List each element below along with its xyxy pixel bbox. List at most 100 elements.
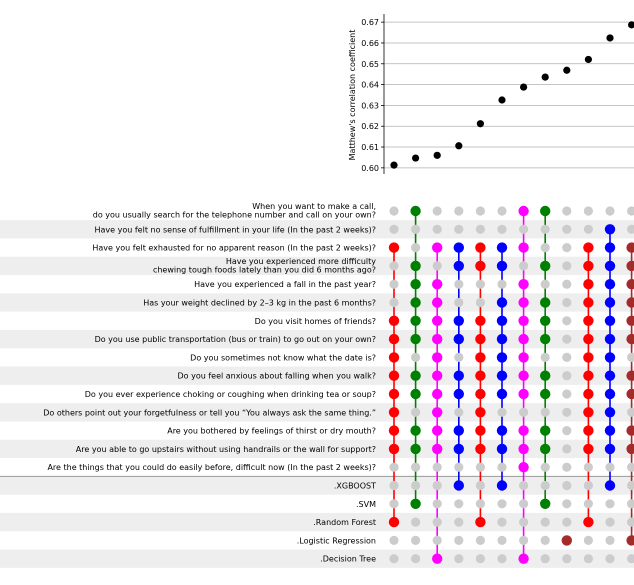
matrix-dot-active	[410, 333, 421, 345]
y-tick-label: 0.60	[361, 164, 379, 173]
matrix-dot-active	[453, 260, 464, 272]
y-tick-label: 0.65	[361, 60, 379, 69]
matrix-dot-inactive	[497, 206, 507, 216]
matrix-dot-inactive	[475, 535, 485, 546]
matrix-dot-active	[540, 260, 551, 272]
matrix-dot-inactive	[562, 444, 572, 454]
model-label: .Random Forest	[313, 518, 376, 527]
matrix-dot-inactive	[540, 352, 550, 362]
question-label: Do you use public transportation (bus or…	[95, 335, 376, 344]
score-point	[628, 21, 634, 29]
matrix-dot-active	[604, 480, 616, 491]
matrix-dot-inactive	[562, 480, 572, 491]
matrix-dot-inactive	[432, 462, 442, 472]
matrix-dot-inactive	[562, 243, 572, 253]
matrix-dot-inactive	[562, 352, 572, 362]
matrix-dot-active	[388, 370, 400, 381]
matrix-dot-inactive	[432, 224, 442, 234]
matrix-dot-active	[496, 315, 508, 326]
question-label: Have you felt exhausted for no apparent …	[92, 244, 376, 253]
matrix-dot-inactive	[497, 462, 507, 472]
matrix-dot-inactive	[627, 224, 634, 234]
matrix-dot-inactive	[454, 554, 464, 564]
row-stripe	[0, 293, 634, 312]
matrix-dot-inactive	[389, 480, 399, 491]
matrix-dot-active	[583, 260, 594, 272]
matrix-dot-active	[475, 443, 486, 455]
matrix-dot-active	[410, 370, 421, 381]
matrix-dot-inactive	[411, 243, 421, 253]
matrix-dot-active	[453, 370, 464, 381]
matrix-dot-inactive	[475, 480, 485, 491]
question-label: Have you experienced more difficulty chew…	[153, 257, 376, 275]
matrix-dot-inactive	[562, 462, 572, 472]
matrix-dot-inactive	[389, 535, 399, 546]
matrix-dot-active	[604, 407, 616, 418]
row-stripe	[0, 256, 634, 276]
matrix-dot-active	[388, 315, 400, 326]
matrix-dot-inactive	[411, 407, 421, 417]
row-stripe	[0, 403, 634, 422]
matrix-dot-inactive	[605, 462, 615, 472]
matrix-dot-active	[388, 388, 400, 400]
matrix-dot-inactive	[562, 554, 572, 564]
model-label: .Logistic Regression	[297, 536, 376, 545]
matrix-dot-active	[388, 333, 400, 345]
matrix-dot-active	[518, 443, 529, 455]
matrix-dot-active	[604, 315, 616, 326]
matrix-dot-inactive	[389, 554, 399, 564]
matrix-dot-active	[583, 352, 594, 363]
matrix-dot-active	[453, 480, 464, 491]
matrix-dot-active	[432, 443, 443, 455]
matrix-dot-inactive	[519, 517, 529, 527]
score-point	[412, 154, 420, 162]
matrix-dot-inactive	[519, 480, 529, 491]
matrix-dot-inactive	[389, 462, 399, 472]
matrix-dot-active	[626, 370, 634, 381]
matrix-dot-inactive	[411, 224, 421, 234]
matrix-dot-active	[475, 315, 486, 326]
y-tick-label: 0.61	[361, 143, 379, 152]
matrix-dot-active	[604, 425, 616, 436]
question-label: Has your weight declined by 2–3 kg in th…	[143, 299, 376, 308]
matrix-dot-active	[453, 333, 464, 345]
matrix-dot-inactive	[540, 224, 550, 234]
matrix-dot-active	[626, 388, 634, 400]
matrix-dot-inactive	[540, 517, 550, 527]
matrix-dot-inactive	[583, 499, 594, 509]
matrix-dot-active	[540, 498, 551, 509]
matrix-dot-active	[475, 242, 486, 253]
matrix-dot-active	[388, 443, 400, 455]
matrix-dot-inactive	[562, 206, 572, 216]
question-label: Do you visit homes of friends?	[255, 317, 376, 326]
matrix-dot-active	[432, 425, 443, 436]
score-point	[606, 34, 614, 42]
matrix-dot-active	[453, 242, 464, 253]
matrix-dot-active	[410, 260, 421, 272]
matrix-dot-active	[453, 315, 464, 326]
matrix-dot-inactive	[540, 462, 550, 472]
matrix-dot-active	[388, 352, 400, 363]
y-axis-title: Matthew's correlation coefficient	[348, 30, 357, 161]
matrix-dot-active	[410, 279, 421, 290]
matrix-dot-inactive	[605, 206, 615, 216]
matrix-dot-active	[496, 370, 508, 381]
matrix-dot-active	[583, 425, 594, 436]
matrix-dot-active	[475, 425, 486, 436]
question-label: Are the things that you could do easily …	[47, 463, 376, 472]
matrix-dot-active	[432, 315, 443, 326]
matrix-dot-inactive	[562, 224, 572, 234]
matrix-dot-inactive	[519, 261, 529, 271]
matrix-dot-inactive	[562, 297, 572, 308]
matrix-dot-active	[518, 242, 529, 253]
matrix-dot-inactive	[475, 224, 485, 234]
matrix-dot-inactive	[432, 535, 442, 546]
matrix-dot-inactive	[411, 535, 421, 546]
matrix-dot-inactive	[583, 462, 594, 472]
matrix-dot-active	[475, 333, 486, 345]
matrix-dot-active	[540, 297, 551, 308]
matrix-dot-inactive	[562, 499, 572, 509]
matrix-dot-active	[410, 205, 421, 217]
matrix-dot-active	[626, 260, 634, 272]
matrix-dot-inactive	[475, 297, 485, 308]
